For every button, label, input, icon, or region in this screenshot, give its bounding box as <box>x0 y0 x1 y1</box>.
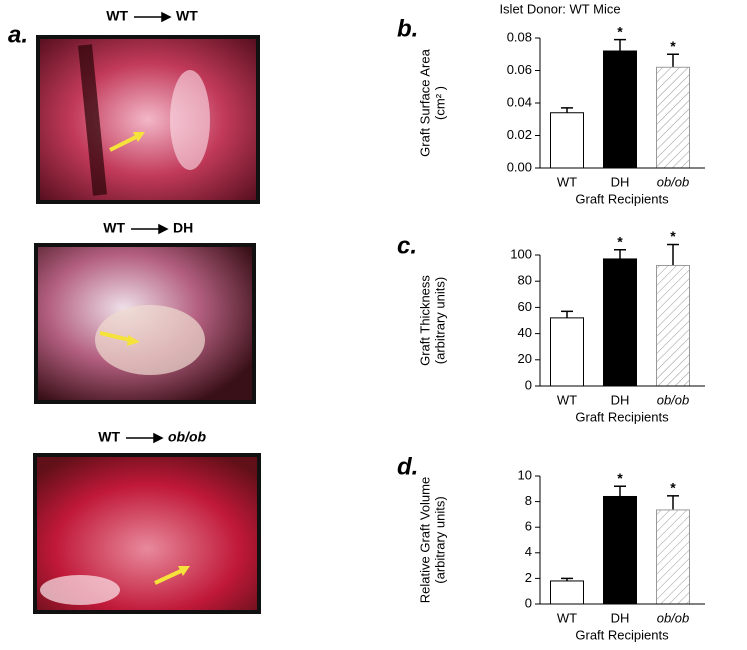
photo-detail <box>78 44 107 196</box>
x-axis-label: Graft Recipients <box>575 409 669 424</box>
caption-arrows <box>126 11 172 444</box>
x-tick-label: WT <box>557 610 577 625</box>
y-axis-label: Relative Graft Volume <box>417 477 432 603</box>
arrow <box>127 335 140 346</box>
y-tick-label: 2 <box>525 570 532 585</box>
caption-donor: WT <box>98 429 120 445</box>
bar <box>656 264 690 387</box>
y-tick-label: 40 <box>518 325 532 340</box>
bar <box>656 509 690 605</box>
significance: * <box>617 23 623 39</box>
y-tick-label: 0.06 <box>507 62 532 77</box>
bar <box>550 317 584 387</box>
x-tick-label: WT <box>557 174 577 189</box>
arrow <box>154 568 184 585</box>
significance: * <box>617 470 623 486</box>
arrow <box>99 331 131 342</box>
x-tick-label: ob/ob <box>657 174 690 189</box>
caption-recipient: DH <box>173 220 193 236</box>
y-tick-label: 80 <box>518 273 532 288</box>
arrow <box>109 133 141 152</box>
y-tick-label: 0 <box>525 377 532 392</box>
panel-label: a. <box>8 21 28 48</box>
y-tick-label: 6 <box>525 519 532 534</box>
y-tick-label: 8 <box>525 493 532 508</box>
significance: * <box>670 38 676 54</box>
bar <box>603 258 637 387</box>
photo-panel <box>33 35 261 614</box>
x-tick-label: DH <box>611 174 630 189</box>
panel-label: d. <box>397 453 418 480</box>
chart-title: Islet Donor: WT Mice <box>499 1 620 16</box>
x-tick-label: WT <box>557 392 577 407</box>
y-axis-label: (arbitrary units) <box>432 277 447 364</box>
y-axis-label: (cm² ) <box>432 86 447 120</box>
arrow <box>133 132 145 142</box>
bar <box>603 495 637 605</box>
x-tick-label: ob/ob <box>657 610 690 625</box>
x-tick-label: ob/ob <box>657 392 690 407</box>
y-tick-label: 0.08 <box>507 29 532 44</box>
y-tick-label: 10 <box>518 467 532 482</box>
x-tick-label: DH <box>611 392 630 407</box>
panel-label: c. <box>397 232 417 259</box>
y-axis-label: Graft Surface Area <box>417 48 432 156</box>
photo-detail <box>40 575 120 605</box>
panel-label: b. <box>397 15 418 42</box>
bar <box>550 112 584 169</box>
bar <box>656 66 690 169</box>
photo-detail <box>170 70 210 170</box>
x-axis-label: Graft Recipients <box>575 191 669 206</box>
caption-donor: WT <box>103 220 125 236</box>
y-tick-label: 0.02 <box>507 127 532 142</box>
y-tick-label: 60 <box>518 299 532 314</box>
y-tick-label: 100 <box>510 246 532 261</box>
arrow <box>178 566 190 576</box>
y-tick-label: 0 <box>525 595 532 610</box>
x-tick-label: DH <box>611 610 630 625</box>
y-axis-label: Graft Thickness <box>417 275 432 366</box>
y-tick-label: 20 <box>518 351 532 366</box>
significance: * <box>670 228 676 244</box>
caption-donor: WT <box>106 8 128 24</box>
photo <box>40 39 256 200</box>
bar <box>550 580 584 605</box>
significance: * <box>617 233 623 249</box>
photo-detail <box>95 305 205 375</box>
y-tick-label: 4 <box>525 544 532 559</box>
caption-recipient: ob/ob <box>168 429 207 445</box>
significance: * <box>670 480 676 496</box>
x-axis-label: Graft Recipients <box>575 627 669 642</box>
y-tick-label: 0.04 <box>507 94 532 109</box>
caption-recipient: WT <box>176 8 198 24</box>
y-axis-label: (arbitrary units) <box>432 496 447 583</box>
bar <box>603 50 637 169</box>
y-tick-label: 0.00 <box>507 159 532 174</box>
